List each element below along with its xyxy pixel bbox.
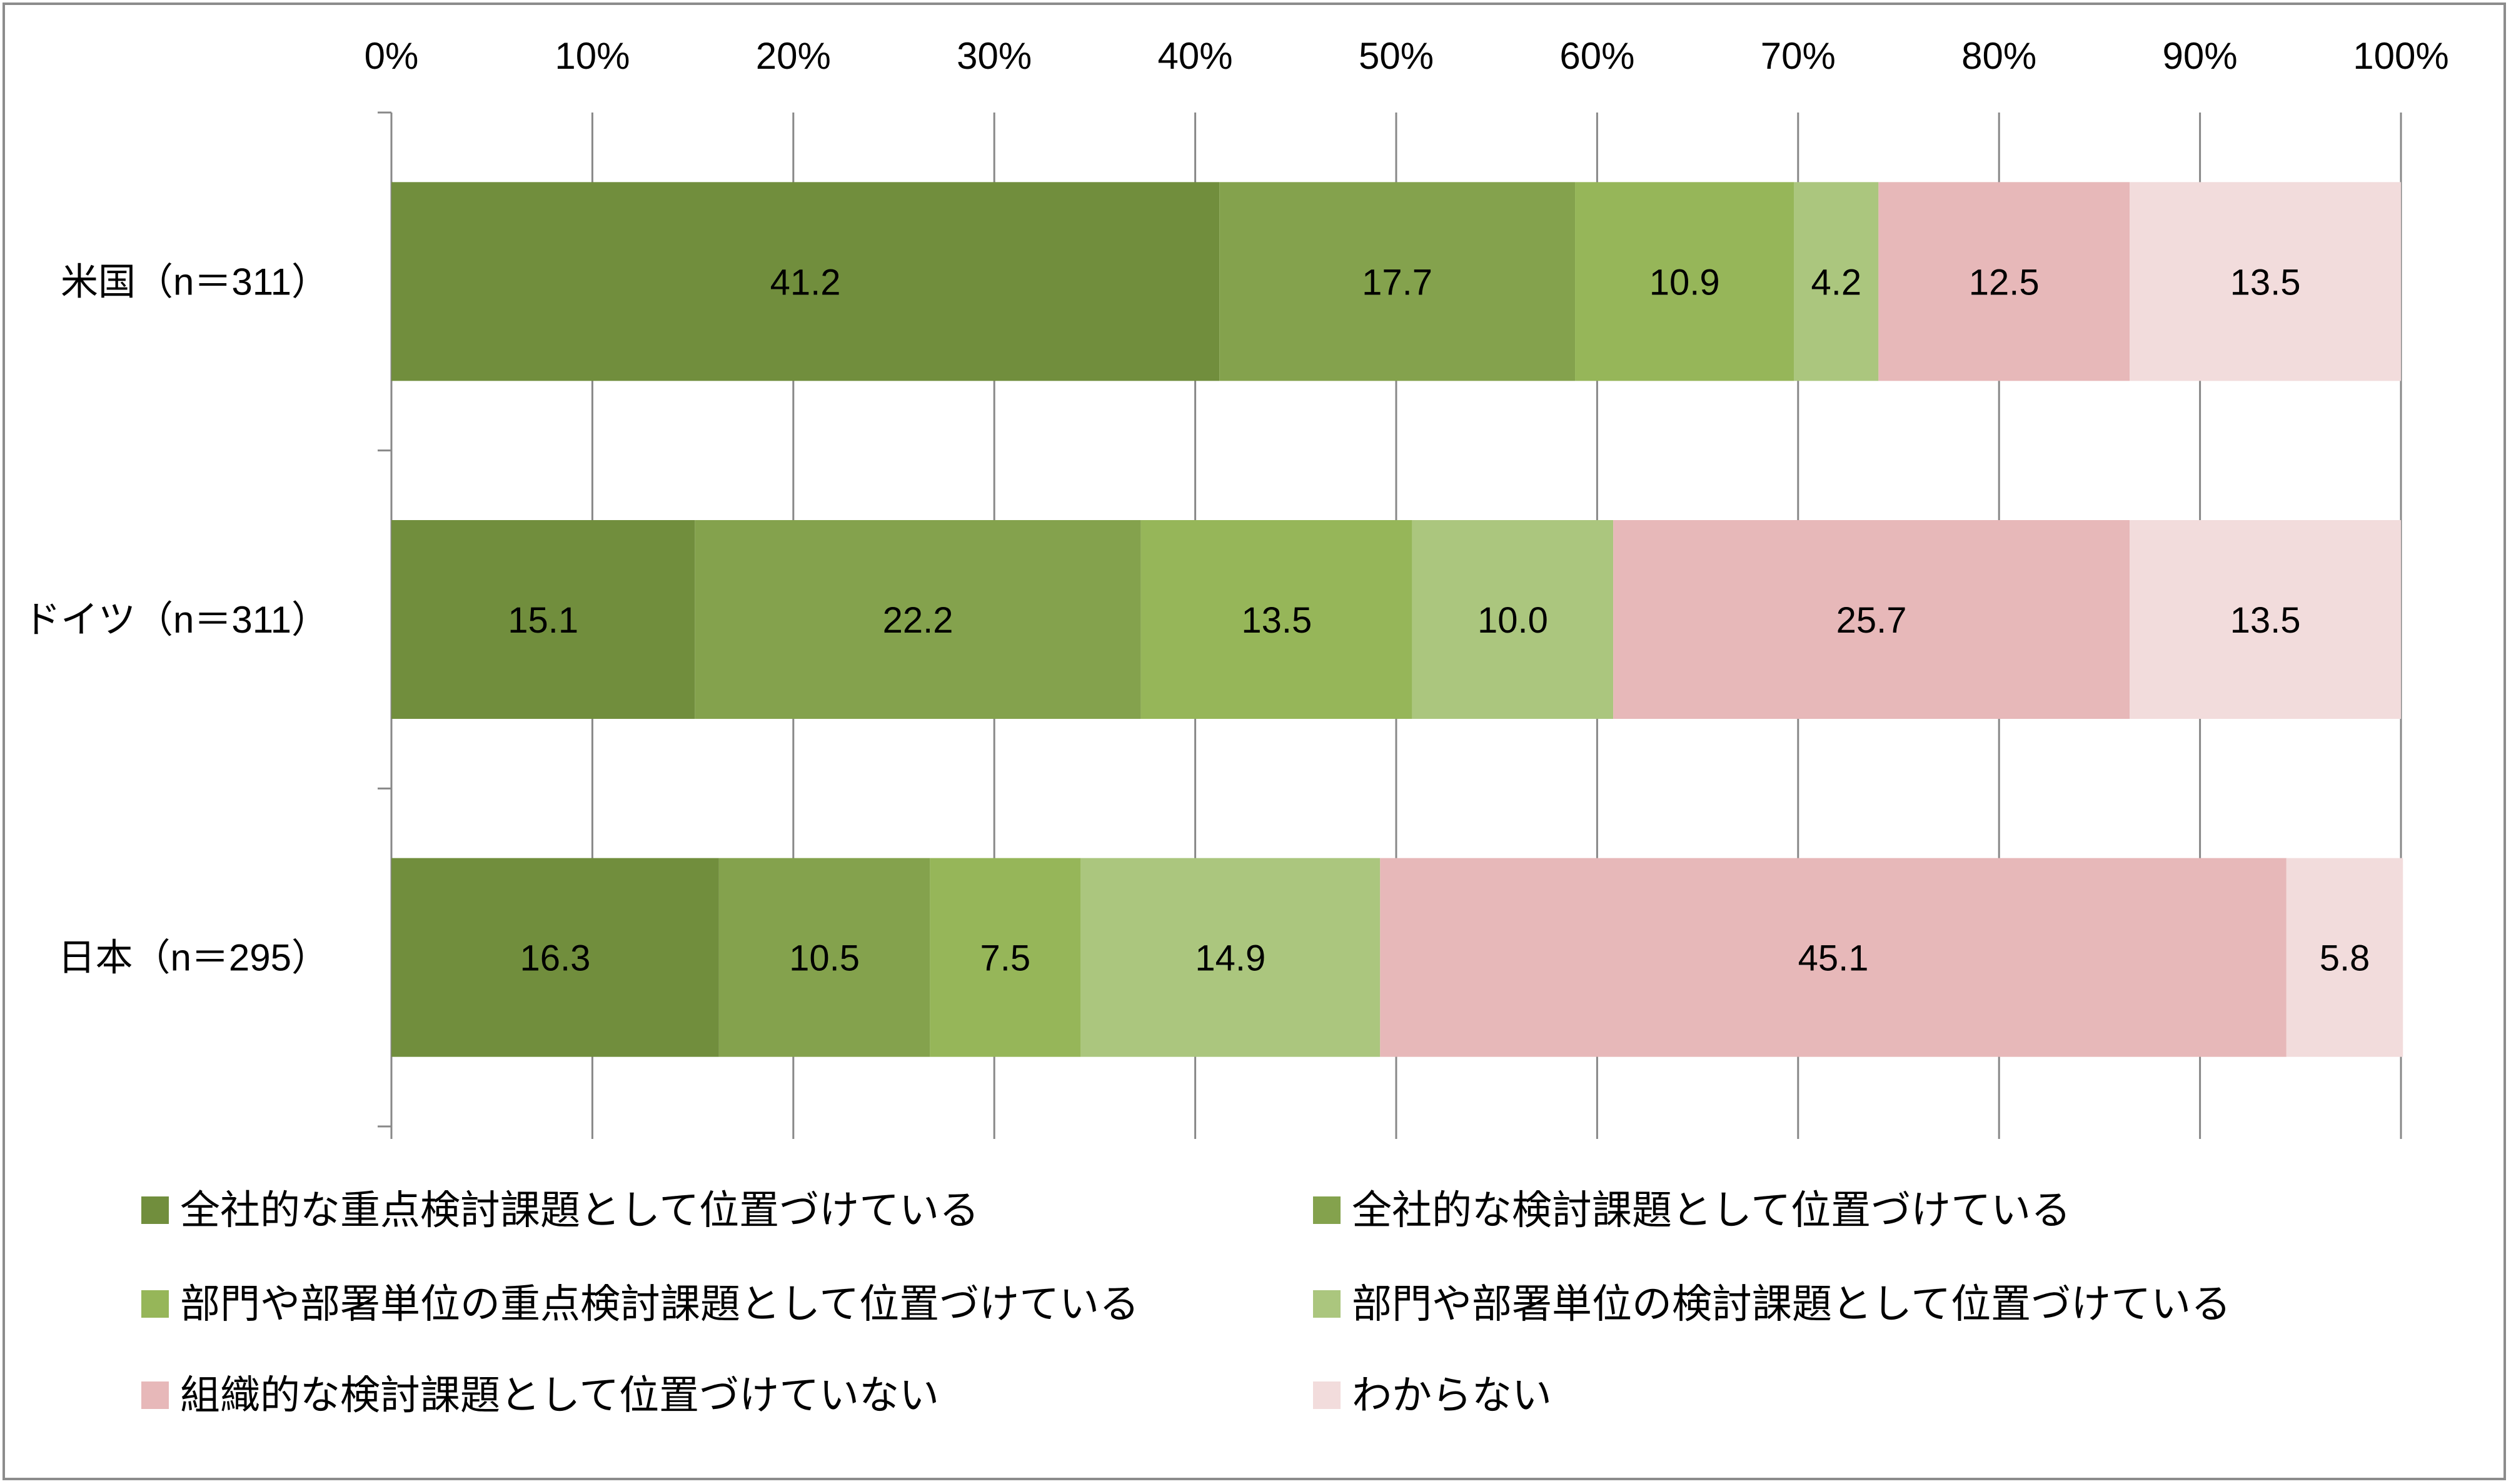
bar-segment [2130, 520, 2401, 719]
data-labels: 41.2 17.7 10.9 4.2 12.5 13.5 15.1 22.2 13.5 10.0 2… [508, 262, 2370, 978]
legend-label: 部門や部署単位の検討課題として位置づけている [1352, 1281, 2231, 1326]
data-label: 22.2 [883, 600, 954, 641]
data-label: 16.3 [520, 938, 590, 979]
data-label: 17.7 [1362, 262, 1432, 303]
category-label: 米国（n＝311） [61, 261, 329, 303]
legend-swatch [141, 1196, 169, 1224]
data-label: 41.2 [770, 262, 841, 303]
data-label: 15.1 [508, 600, 578, 641]
bar-segment [2286, 858, 2403, 1057]
data-label: 14.9 [1195, 938, 1266, 979]
legend-label: 全社的な重点検討課題として位置づけている [180, 1188, 979, 1233]
x-tick-label: 50% [1359, 35, 1434, 77]
x-tick-label: 40% [1158, 35, 1233, 77]
legend-label: 部門や部署単位の重点検討課題として位置づけている [180, 1281, 1139, 1326]
x-tick-label: 70% [1761, 35, 1836, 77]
legend-label: 全社的な検討課題として位置づけている [1352, 1188, 2071, 1233]
legend-swatch [1313, 1290, 1341, 1318]
bar-segment [718, 858, 930, 1057]
legend-swatch [141, 1290, 169, 1318]
data-label: 45.1 [1798, 938, 1869, 979]
data-label: 13.5 [2230, 262, 2301, 303]
bar-segment [1613, 520, 2130, 719]
data-label: 12.5 [1969, 262, 2040, 303]
data-label: 7.5 [980, 938, 1031, 979]
bar-segment [1575, 182, 1794, 381]
bar-segment [391, 182, 1220, 381]
x-tick-label: 10% [555, 35, 630, 77]
data-label: 4.2 [1811, 262, 1862, 303]
legend: 全社的な重点検討課題として位置づけている 全社的な検討課題として位置づけている部門… [141, 1188, 2231, 1418]
bar-segment [2130, 182, 2401, 381]
bar-segment [1140, 520, 1412, 719]
bar-segment [695, 520, 1141, 719]
bar-segment [930, 858, 1081, 1057]
legend-swatch [1313, 1196, 1341, 1224]
bar-segment [391, 858, 719, 1057]
x-tick-label: 100% [2353, 35, 2448, 77]
category-label: 日本（n＝295） [58, 937, 329, 979]
legend-swatch [141, 1381, 169, 1409]
legend-label: わからない [1352, 1373, 1552, 1418]
x-tick-label: 30% [957, 35, 1032, 77]
data-label: 10.9 [1649, 262, 1720, 303]
bars [391, 182, 2403, 1057]
bar-segment [1219, 182, 1576, 381]
bar-segment [1080, 858, 1381, 1057]
data-label: 5.8 [2320, 938, 2370, 979]
bar-segment [1878, 182, 2130, 381]
x-tick-label: 0% [365, 35, 419, 77]
data-label: 10.5 [789, 938, 860, 979]
data-label: 10.0 [1477, 600, 1548, 641]
x-tick-label: 80% [1961, 35, 2036, 77]
bar-segment [391, 520, 695, 719]
axes: 0% 10% 20% 30% 40% 50% 60% 70% 80% 90% 100% 米国（n＝31… [23, 35, 2449, 1139]
legend-swatch [1313, 1381, 1341, 1409]
x-tick-label: 90% [2163, 35, 2238, 77]
x-tick-label: 20% [756, 35, 831, 77]
legend-label: 組織的な検討課題として位置づけていない [180, 1373, 939, 1418]
bar-segment [1794, 182, 1879, 381]
data-label: 25.7 [1836, 600, 1907, 641]
category-label: ドイツ（n＝311） [23, 599, 329, 641]
data-label: 13.5 [1241, 600, 1312, 641]
bar-segment [1412, 520, 1614, 719]
data-label: 13.5 [2230, 600, 2301, 641]
bar-segment [1380, 858, 2287, 1057]
x-tick-label: 60% [1559, 35, 1634, 77]
